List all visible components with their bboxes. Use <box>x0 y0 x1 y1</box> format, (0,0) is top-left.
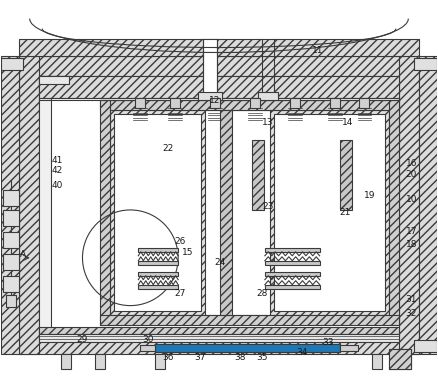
Bar <box>389 349 411 370</box>
Bar <box>220 110 232 315</box>
Bar <box>110 110 389 315</box>
Bar <box>270 110 389 315</box>
Bar <box>203 39 217 98</box>
Text: A: A <box>20 250 26 259</box>
Bar <box>140 345 155 351</box>
Bar <box>19 335 419 354</box>
Bar <box>265 285 320 289</box>
Bar <box>339 345 357 351</box>
Bar <box>100 315 399 324</box>
Text: 26: 26 <box>174 237 186 246</box>
Bar <box>3 232 19 248</box>
Bar <box>39 76 51 335</box>
Bar <box>60 354 71 370</box>
Text: 30: 30 <box>142 335 154 344</box>
Bar <box>138 261 178 265</box>
Bar <box>100 100 110 324</box>
Bar <box>138 285 178 289</box>
Text: 13: 13 <box>262 118 274 127</box>
Bar <box>19 56 39 354</box>
Text: 35: 35 <box>256 353 268 362</box>
Text: 40: 40 <box>52 180 63 189</box>
Bar <box>265 248 320 252</box>
Bar <box>39 76 68 84</box>
Bar <box>265 272 320 276</box>
Bar <box>389 349 411 370</box>
Bar <box>210 98 220 108</box>
Text: 42: 42 <box>52 166 63 175</box>
Text: 29: 29 <box>77 335 88 344</box>
Bar <box>6 294 16 307</box>
Bar <box>198 92 222 100</box>
Text: 24: 24 <box>214 258 226 267</box>
Text: 12: 12 <box>209 96 221 105</box>
Bar <box>19 56 419 76</box>
Bar <box>39 76 399 335</box>
Text: 16: 16 <box>406 159 417 168</box>
Text: 15: 15 <box>182 248 194 257</box>
Bar <box>414 58 437 70</box>
Bar <box>100 100 399 110</box>
Text: 38: 38 <box>234 353 246 362</box>
Text: 32: 32 <box>406 309 417 318</box>
Bar <box>360 98 370 108</box>
Text: 41: 41 <box>52 156 63 165</box>
Text: 23: 23 <box>262 202 273 212</box>
Bar <box>19 39 419 56</box>
Text: 28: 28 <box>256 289 268 298</box>
Bar <box>135 98 145 108</box>
Bar <box>3 276 19 292</box>
Text: 33: 33 <box>322 338 333 347</box>
Text: 37: 37 <box>194 353 206 362</box>
Text: 10: 10 <box>406 196 417 205</box>
Bar <box>339 140 352 210</box>
Bar <box>170 98 180 108</box>
Text: 27: 27 <box>174 289 186 298</box>
Bar <box>39 326 399 335</box>
Bar <box>155 345 339 352</box>
Bar <box>114 114 201 310</box>
Bar <box>3 190 19 206</box>
Bar <box>419 56 437 354</box>
Text: 36: 36 <box>162 353 174 362</box>
Bar <box>155 354 165 370</box>
Bar <box>372 354 382 370</box>
Bar <box>290 98 300 108</box>
Bar <box>1 56 19 354</box>
Bar <box>389 100 399 324</box>
Bar <box>414 340 437 352</box>
Bar <box>3 254 19 270</box>
Bar <box>252 140 264 210</box>
Text: 11: 11 <box>312 46 323 55</box>
Text: 22: 22 <box>162 144 174 152</box>
Bar <box>138 248 178 252</box>
Bar <box>274 114 385 310</box>
Bar <box>110 110 205 315</box>
Bar <box>95 354 106 370</box>
Text: 17: 17 <box>406 227 417 237</box>
Bar <box>330 98 339 108</box>
Bar <box>1 58 23 70</box>
Bar <box>258 92 278 100</box>
Bar <box>138 272 178 276</box>
Text: 18: 18 <box>406 240 417 249</box>
Text: 19: 19 <box>364 191 375 200</box>
Bar <box>39 76 399 98</box>
Bar <box>39 335 399 342</box>
Bar <box>155 345 339 352</box>
Bar <box>265 261 320 265</box>
Text: 34: 34 <box>296 348 307 357</box>
Bar <box>250 98 260 108</box>
Bar <box>3 210 19 226</box>
Text: 31: 31 <box>406 295 417 304</box>
Text: 21: 21 <box>339 209 350 217</box>
Text: 14: 14 <box>342 118 353 127</box>
Bar <box>399 56 419 354</box>
Text: 20: 20 <box>406 170 417 179</box>
